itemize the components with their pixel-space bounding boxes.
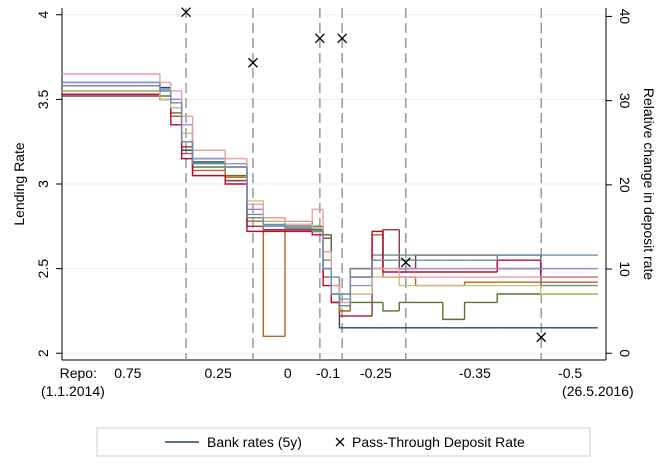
step-segment: [284, 224, 313, 229]
pass-through-marker: [181, 7, 191, 18]
y2-tick-label: 10: [617, 261, 633, 277]
y-tick-label: 3: [35, 180, 51, 188]
y-tick-label: 3.5: [35, 89, 51, 109]
step-segment: [191, 141, 226, 165]
pass-through-marker: [536, 332, 547, 343]
y2-tick-label: 30: [617, 93, 633, 109]
step-segment: [224, 163, 247, 168]
step-segment: [398, 268, 416, 278]
step-segment: [159, 90, 171, 101]
step-segment: [322, 231, 332, 270]
pass-through-marker: [400, 257, 411, 268]
y2-axis-title: Relative change in deposit rate: [641, 88, 657, 280]
step-segment: [398, 301, 416, 311]
step-segment: [540, 285, 598, 295]
x-tick-label: -0.1: [316, 365, 340, 381]
pass-through-marker: [314, 33, 325, 44]
y-axis-title: Lending Rate: [11, 142, 27, 226]
x-tick-label: -0.5: [558, 365, 582, 381]
step-segment: [382, 302, 400, 312]
step-segment: [398, 277, 416, 287]
step-segment: [382, 231, 400, 273]
y2-tick-label: 20: [617, 177, 633, 193]
x-tick-label: -0.25: [360, 365, 392, 381]
step-segment: [496, 293, 541, 303]
legend-marker: [335, 437, 345, 447]
step-segment: [262, 221, 286, 338]
step-segment: [349, 276, 373, 306]
step-segment: [311, 231, 324, 236]
step-segment: [442, 302, 465, 321]
y2-tick-label: 40: [617, 9, 633, 25]
date-label: (26.5.2016): [562, 383, 634, 399]
step-segment: [159, 74, 171, 84]
step-segment: [463, 281, 498, 286]
step-segment: [496, 254, 541, 261]
date-label: (1.1.2014): [41, 383, 105, 399]
step-segment: [311, 208, 324, 222]
x-tick-label: -0.35: [459, 365, 491, 381]
step-segment: [330, 268, 340, 295]
pass-through-marker: [247, 57, 258, 68]
step-segment: [224, 150, 247, 160]
legend-label: Pass-Through Deposit Rate: [352, 434, 525, 450]
step-segment: [170, 90, 182, 104]
step-segment: [159, 85, 171, 92]
legend-label: Bank rates (5y): [207, 434, 302, 450]
y-tick-label: 2.5: [35, 259, 51, 279]
step-segment: [338, 294, 351, 307]
x-tick-label: 0.75: [114, 365, 141, 381]
x-tick-label: Repo:: [60, 365, 97, 381]
x-tick-label: 0.25: [205, 365, 232, 381]
step-segment: [180, 102, 193, 143]
y2-tick-label: 0: [617, 349, 633, 357]
step-segment: [246, 167, 264, 219]
step-segment: [224, 175, 247, 185]
step-segment: [463, 301, 498, 320]
step-segment: [311, 228, 324, 233]
step-segment: [262, 217, 286, 226]
step-segment: [284, 217, 313, 222]
y-tick-label: 2: [35, 349, 51, 357]
step-segment: [371, 259, 383, 278]
y-tick-label: 4: [35, 11, 51, 19]
x-tick-label: 0: [284, 365, 292, 381]
pass-through-marker: [337, 33, 348, 44]
